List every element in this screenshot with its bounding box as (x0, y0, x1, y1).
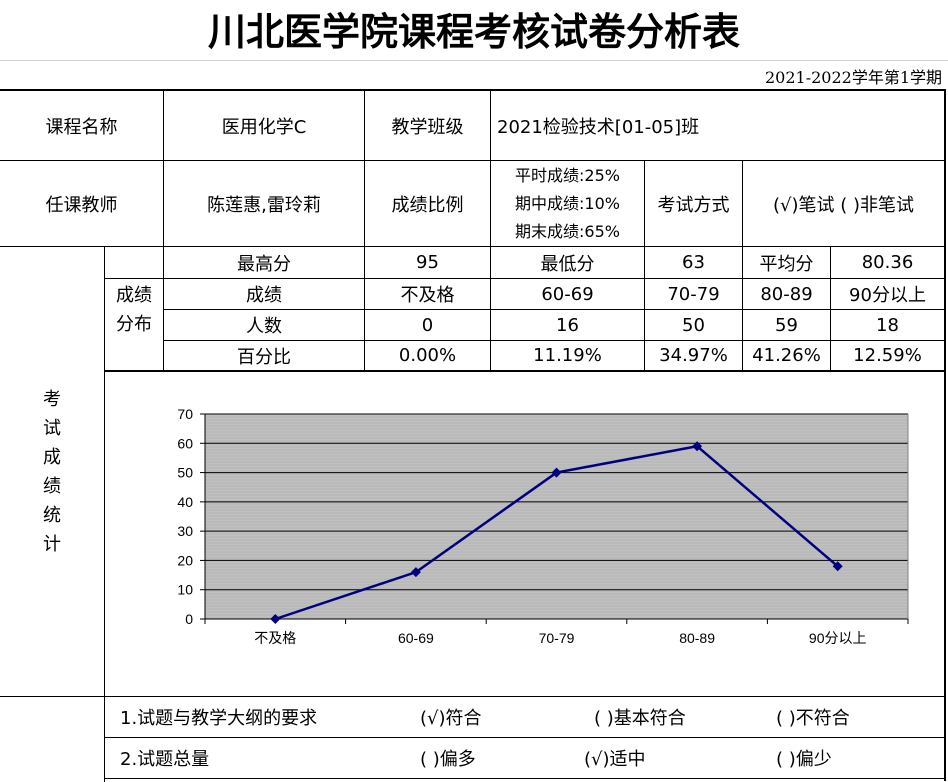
min-value: 63 (682, 252, 705, 273)
page-title: 川北医学院课程考核试卷分析表 (207, 9, 740, 54)
x-tick-label: 90分以上 (809, 630, 867, 646)
data-point (270, 614, 281, 624)
count-cell: 18 (876, 314, 899, 336)
percent-label: 百分比 (237, 346, 291, 368)
grade-cell: 60-69 (541, 283, 594, 305)
x-tick-label: 70-79 (539, 630, 575, 646)
percent-cell: 11.19% (533, 345, 602, 366)
stats-section-label: 考 试 成 绩 统 计 (43, 388, 61, 555)
count-label: 人数 (246, 316, 282, 337)
percent-cell: 41.26% (752, 345, 821, 366)
min-label: 最低分 (540, 253, 595, 275)
q2-label: 2.试题总量 (120, 749, 210, 770)
ratio-line: 期末成绩:65% (515, 221, 620, 241)
x-tick-label: 60-69 (398, 630, 434, 646)
grade-cell: 80-89 (760, 283, 813, 305)
count-cell: 59 (775, 314, 798, 336)
data-point (551, 467, 562, 478)
y-tick-label: 0 (185, 611, 193, 627)
q1-option-not[interactable]: ( )不符合 (776, 708, 850, 729)
percent-cell: 0.00% (398, 345, 457, 366)
y-tick-label: 20 (177, 552, 193, 568)
q2-option-more[interactable]: ( )偏多 (420, 749, 476, 770)
q1-label: 1.试题与教学大纲的要求 (120, 708, 318, 729)
y-tick-label: 70 (177, 406, 193, 422)
grade-label: 成绩 (246, 285, 282, 306)
ratio-line: 平时成绩:25% (515, 165, 620, 185)
avg-label: 平均分 (759, 253, 814, 275)
x-tick-label: 80-89 (679, 630, 715, 646)
y-tick-label: 50 (177, 465, 193, 481)
max-value: 95 (416, 252, 439, 273)
data-point (832, 561, 843, 572)
percent-cell: 12.59% (853, 345, 922, 366)
class-value: 2021检验技术[01-05]班 (497, 116, 700, 138)
max-label: 最高分 (237, 253, 291, 275)
data-point (410, 567, 421, 578)
ratio-label: 成绩比例 (391, 194, 464, 216)
q2-option-less[interactable]: ( )偏少 (776, 749, 832, 770)
ratio-line: 期中成绩:10% (515, 193, 620, 213)
count-cell: 0 (421, 314, 434, 336)
grade-cell: 不及格 (400, 285, 455, 306)
avg-value: 80.36 (861, 252, 914, 273)
grade-cell: 70-79 (667, 283, 720, 305)
y-tick-label: 60 (177, 435, 193, 451)
score-distribution-chart: 0 10 20 30 40 50 60 70 不及格 60-69 70-79 80-89 90分以上 (177, 406, 909, 646)
distribution-label: 成绩 分布 (116, 285, 152, 335)
course-name-value: 医用化学C (221, 116, 307, 138)
y-tick-label: 40 (177, 494, 193, 510)
ratio-values: 平时成绩:25% 期中成绩:10% 期末成绩:65% (491, 161, 644, 246)
exam-mode-options: (√)笔试 ( )非笔试 (772, 194, 914, 216)
exam-mode-label: 考试方式 (657, 194, 730, 216)
teacher-value: 陈莲惠,雷玲莉 (207, 194, 321, 216)
teacher-label: 任课教师 (45, 194, 118, 216)
count-cell: 50 (682, 314, 705, 336)
data-point (692, 441, 703, 452)
y-tick-label: 10 (177, 582, 193, 598)
y-tick-label: 30 (177, 523, 193, 539)
course-name-label: 课程名称 (45, 116, 118, 138)
class-label: 教学班级 (391, 116, 464, 138)
q1-option-basic[interactable]: ( )基本符合 (594, 708, 686, 729)
semester-label: 2021-2022学年第1学期 (764, 68, 942, 87)
x-tick-label: 不及格 (254, 630, 296, 646)
q1-option-conform[interactable]: (√)符合 (420, 708, 482, 729)
count-cell: 16 (556, 314, 579, 336)
grade-cell: 90分以上 (849, 285, 926, 306)
percent-cell: 34.97% (659, 345, 728, 366)
q2-option-moderate[interactable]: (√)适中 (584, 749, 646, 770)
